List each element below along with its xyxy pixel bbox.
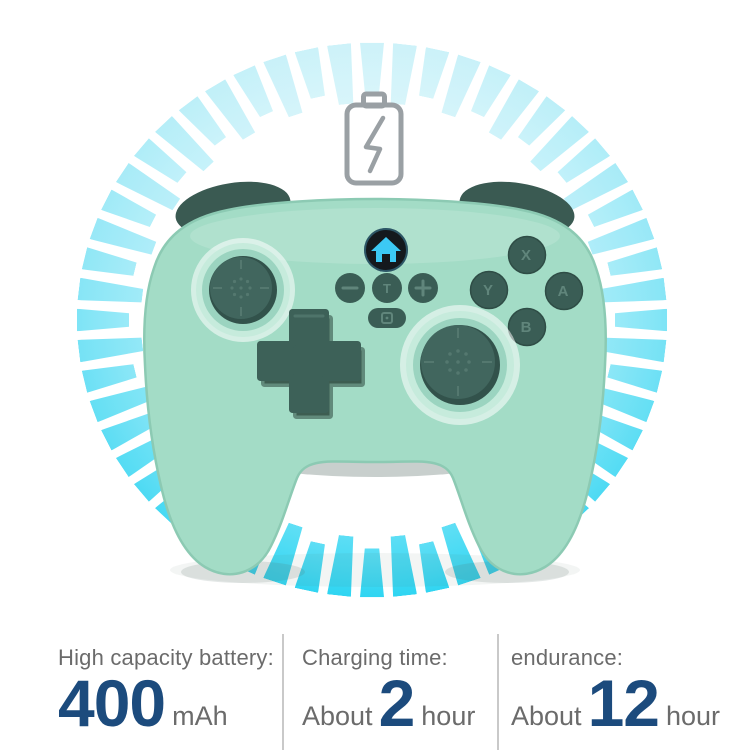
b-button [507, 307, 547, 347]
battery-charging-icon [344, 91, 404, 186]
a-button [544, 271, 584, 311]
stat-charging-time: Charging time: About 2 hour [282, 634, 497, 750]
home-icon [371, 237, 401, 262]
face-buttons: X Y A B [469, 235, 584, 347]
ring-segment [360, 42, 384, 92]
stat-label: Charging time: [302, 645, 448, 670]
endurance-value: 12 [587, 666, 660, 741]
y-button [469, 270, 509, 310]
battery-capacity-unit: mAh [172, 700, 228, 731]
x-button [507, 235, 547, 275]
turbo-label: T [383, 281, 391, 296]
charging-time-prefix: About [302, 700, 373, 731]
dpad [257, 309, 365, 419]
svg-text:B: B [521, 319, 532, 336]
endurance-prefix: About [511, 700, 582, 731]
stat-value: About 12 hour [511, 666, 750, 741]
home-button [364, 228, 408, 272]
system-buttons: T [335, 273, 438, 328]
charging-time-unit: hour [421, 700, 476, 731]
stat-label: endurance: [511, 645, 624, 670]
stat-battery-capacity: High capacity battery: 400 mAh [0, 634, 282, 750]
svg-text:X: X [521, 247, 531, 264]
left-analog-stick [191, 238, 295, 342]
svg-text:A: A [558, 283, 569, 300]
svg-text:Y: Y [483, 282, 493, 299]
plus-icon [414, 279, 432, 297]
charging-time-value: 2 [378, 666, 416, 741]
capture-icon [381, 312, 393, 324]
stat-value: 400 mAh [58, 666, 282, 741]
stat-label: High capacity battery: [58, 645, 274, 670]
stat-value: About 2 hour [302, 666, 497, 741]
turbo-button [372, 273, 402, 303]
stat-endurance: endurance: About 12 hour [497, 634, 750, 750]
battery-capacity-value: 400 [58, 666, 166, 741]
endurance-unit: hour [665, 700, 721, 731]
right-analog-stick [400, 305, 520, 425]
stats-bar: High capacity battery: 400 mAh Charging … [0, 634, 750, 750]
